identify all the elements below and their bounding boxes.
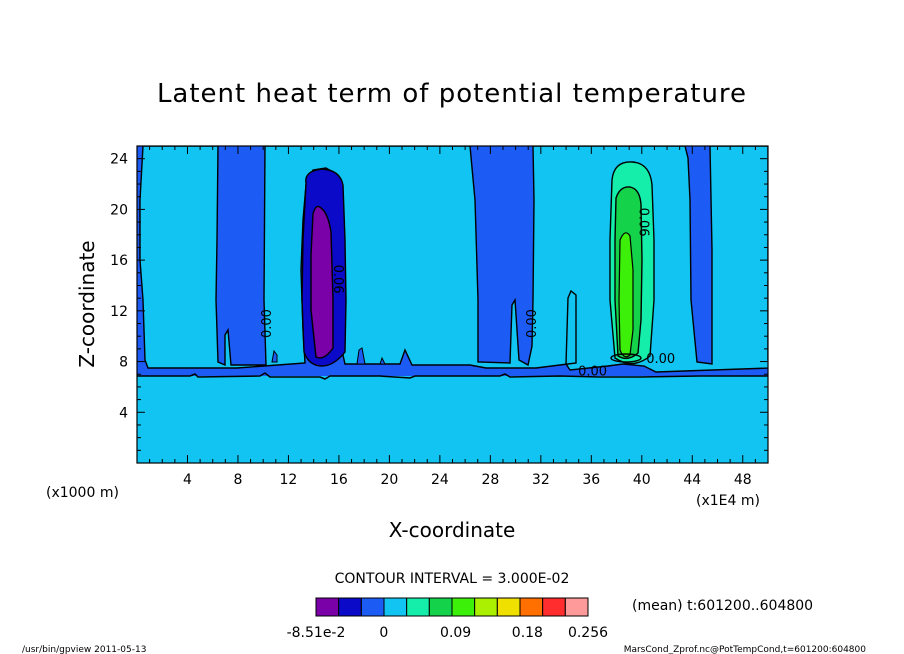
x-tick-label: 20 xyxy=(380,472,398,488)
colorbar-swatch xyxy=(496,597,521,617)
colorbar-swatch xyxy=(360,597,385,617)
colorbar-swatch xyxy=(338,597,362,617)
negative-cell-core xyxy=(310,205,334,359)
plot-area xyxy=(137,146,768,463)
x-axis-title: X-coordinate xyxy=(389,518,516,542)
positive-cell-core xyxy=(618,232,634,358)
zero-level-boundary xyxy=(137,372,768,380)
contour-label: 0.00 xyxy=(646,352,675,367)
small-bump xyxy=(356,347,366,365)
x-tick-label: 16 xyxy=(330,472,348,488)
colorbar-label: 0.256 xyxy=(568,625,608,641)
colorbar-label: 0.18 xyxy=(512,625,543,641)
mean-note: (mean) t:601200..604800 xyxy=(632,598,813,614)
lower-layer-region xyxy=(137,376,768,463)
y-tick-label: 4 xyxy=(119,405,128,421)
colorbar-swatch xyxy=(519,597,544,617)
y-tick-label: 12 xyxy=(110,304,128,320)
x-tick-label: 48 xyxy=(734,472,752,488)
x-tick-label: 8 xyxy=(233,472,242,488)
small-bump xyxy=(379,356,386,365)
y-axis: 4 8 12 16 20 24 xyxy=(110,152,768,451)
colorbar-swatch xyxy=(315,597,340,617)
x-unit-label: (x1E4 m) xyxy=(696,493,760,509)
y-tick-label: 24 xyxy=(110,152,128,168)
small-bump xyxy=(271,349,278,363)
colorbar-swatch xyxy=(542,597,566,617)
positive-cell-base-contour xyxy=(610,353,642,363)
footer-right: MarsCond_Zprof.nc@PotTempCond,t=601200:6… xyxy=(624,645,867,654)
contour-label: 0.06 xyxy=(635,208,650,237)
x-tick-label: 40 xyxy=(633,472,651,488)
x-tick-label: 12 xyxy=(280,472,298,488)
colorbar-label: 0.09 xyxy=(440,625,471,641)
x-tick-label: 28 xyxy=(481,472,499,488)
contour-labels: 0.00 0.06 0.00 0.06 0.00 0.00 xyxy=(260,208,675,380)
chart-title: Latent heat term of potential temperatur… xyxy=(157,79,747,109)
colorbar-swatch xyxy=(564,597,589,617)
x-tick-label: 44 xyxy=(683,472,701,488)
contour-label: 0.00 xyxy=(260,309,275,338)
y-tick-label: 20 xyxy=(110,202,128,218)
colorbar-label: -8.51e-2 xyxy=(287,625,346,641)
y-tick-label: 8 xyxy=(119,355,128,371)
colorbar-swatch xyxy=(383,597,408,617)
contour-label: 0.00 xyxy=(578,365,607,380)
y-unit-label: (x1000 m) xyxy=(46,485,119,501)
colorbar-swatch xyxy=(406,597,430,617)
colorbar-swatch xyxy=(474,597,498,617)
x-tick-label: 32 xyxy=(532,472,550,488)
footer-left: /usr/bin/gpview 2011-05-13 xyxy=(22,645,146,654)
colorbar-swatch xyxy=(451,597,476,617)
colorbar-label: 0 xyxy=(379,625,388,641)
y-axis-title: Z-coordinate xyxy=(75,240,99,367)
x-axis: 4 8 12 16 20 24 28 32 36 40 44 48 xyxy=(149,146,756,488)
x-tick-label: 36 xyxy=(582,472,600,488)
contour-label: 0.06 xyxy=(330,265,345,294)
x-tick-label: 24 xyxy=(431,472,449,488)
x-tick-label: 4 xyxy=(183,472,192,488)
contour-interval-text: CONTOUR INTERVAL = 3.000E-02 xyxy=(335,571,570,587)
colorbar-swatch xyxy=(428,597,453,617)
colorbar: -8.51e-2 0 0.09 0.18 0.256 xyxy=(287,597,608,641)
y-tick-label: 16 xyxy=(110,253,128,269)
contour-label: 0.00 xyxy=(525,309,540,338)
